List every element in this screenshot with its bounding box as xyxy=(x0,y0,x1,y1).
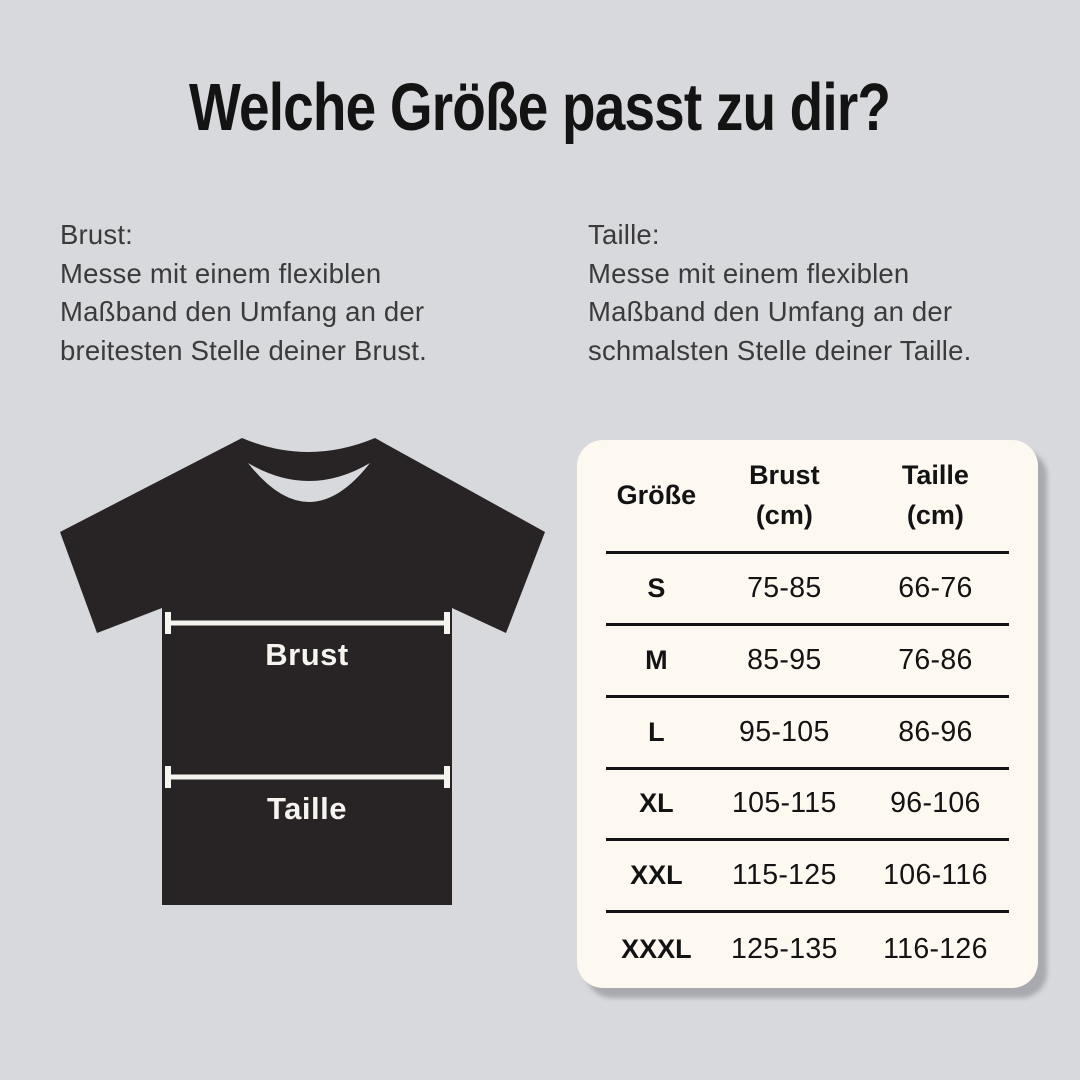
header-waist-label: Taille xyxy=(901,460,969,491)
table-row: XXL 115-125 106-116 xyxy=(606,841,1009,914)
chest-measure-label: Brust xyxy=(265,637,348,672)
chest-range-cell: 125-135 xyxy=(730,932,838,965)
neck-opening xyxy=(248,463,370,502)
tshirt-diagram: Brust Taille xyxy=(50,432,550,907)
waist-range-cell: 106-116 xyxy=(883,859,988,892)
size-cell: L xyxy=(648,716,665,747)
waist-instruction-line: schmalsten Stelle deiner Taille. xyxy=(588,334,972,366)
size-table-card: Größe Brust (cm) Taille (cm) S 75-85 66-… xyxy=(577,440,1038,988)
chest-range-cell: 115-125 xyxy=(732,859,837,892)
table-row: S 75-85 66-76 xyxy=(606,554,1009,626)
tshirt-silhouette xyxy=(60,438,545,905)
header-chest-label: Brust xyxy=(749,460,820,491)
waist-measure-line: Taille xyxy=(165,766,450,826)
waist-range-cell: 76-86 xyxy=(898,643,973,676)
header-size-column: Größe xyxy=(616,479,697,510)
size-cell: M xyxy=(645,644,668,675)
chest-range-cell: 85-95 xyxy=(747,643,822,676)
table-row: M 85-95 76-86 xyxy=(606,626,1009,698)
size-cell: XXL xyxy=(630,860,683,891)
waist-range-cell: 116-126 xyxy=(883,932,988,965)
size-cell: XL xyxy=(639,788,674,819)
tshirt-svg: Brust Taille xyxy=(60,438,545,905)
header-chest-column: Brust (cm) xyxy=(749,456,820,534)
chest-instruction-line: Messe mit einem flexiblen xyxy=(60,257,382,289)
header-waist-unit: (cm) xyxy=(906,499,964,530)
chest-range-cell: 105-115 xyxy=(732,787,837,820)
size-table-body: S 75-85 66-76 M 85-95 76-86 L 95-105 86-… xyxy=(606,554,1009,985)
size-table-header: Größe Brust (cm) Taille (cm) xyxy=(606,440,1009,554)
waist-range-cell: 96-106 xyxy=(890,787,981,820)
waist-measure-label: Taille xyxy=(267,791,347,826)
header-waist-column: Taille (cm) xyxy=(902,456,969,534)
table-row: XL 105-115 96-106 xyxy=(606,770,1009,842)
chest-instruction-line: breitesten Stelle deiner Brust. xyxy=(60,334,427,366)
header-chest-unit: (cm) xyxy=(755,499,813,530)
size-cell: S xyxy=(647,572,666,603)
waist-instruction-line: Messe mit einem flexiblen xyxy=(588,257,910,289)
chest-instruction-line: Maßband den Umfang an der xyxy=(60,296,425,327)
chest-measure-line: Brust xyxy=(165,612,450,672)
chest-instruction: Brust: Messe mit einem flexiblen Maßband… xyxy=(60,216,427,370)
page-title-text: Welche Größe passt zu dir? xyxy=(189,70,891,145)
chest-instruction-heading: Brust: xyxy=(60,219,134,250)
page-title: Welche Größe passt zu dir? xyxy=(0,74,1080,141)
waist-instruction: Taille: Messe mit einem flexiblen Maßban… xyxy=(588,216,971,370)
size-cell: XXXL xyxy=(621,933,692,964)
waist-range-cell: 86-96 xyxy=(898,715,973,748)
chest-range-cell: 75-85 xyxy=(747,571,822,604)
waist-range-cell: 66-76 xyxy=(898,571,973,604)
waist-instruction-line: Maßband den Umfang an der xyxy=(588,296,953,327)
chest-range-cell: 95-105 xyxy=(739,715,830,748)
table-row: XXXL 125-135 116-126 xyxy=(606,913,1009,985)
waist-instruction-heading: Taille: xyxy=(588,219,660,250)
table-row: L 95-105 86-96 xyxy=(606,698,1009,770)
